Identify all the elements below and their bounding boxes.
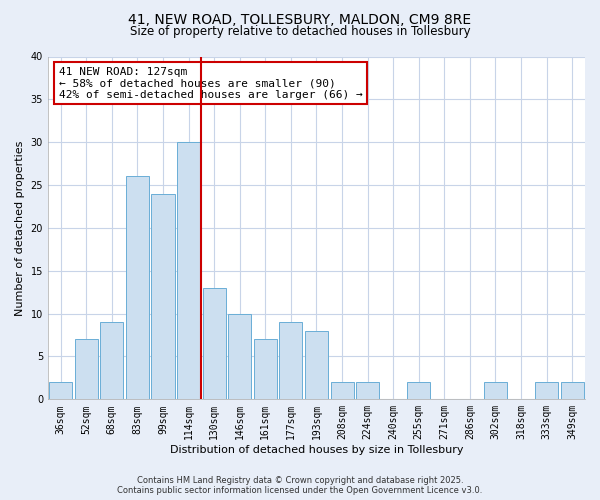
- Bar: [75, 340, 98, 400]
- Y-axis label: Number of detached properties: Number of detached properties: [15, 140, 25, 316]
- Bar: [407, 382, 430, 400]
- Bar: [356, 382, 379, 400]
- Bar: [484, 382, 507, 400]
- Bar: [49, 382, 72, 400]
- Bar: [177, 142, 200, 400]
- Bar: [331, 382, 353, 400]
- Bar: [151, 194, 175, 400]
- Bar: [203, 288, 226, 400]
- Text: 41, NEW ROAD, TOLLESBURY, MALDON, CM9 8RE: 41, NEW ROAD, TOLLESBURY, MALDON, CM9 8R…: [128, 12, 472, 26]
- Bar: [254, 340, 277, 400]
- Bar: [535, 382, 558, 400]
- X-axis label: Distribution of detached houses by size in Tollesbury: Distribution of detached houses by size …: [170, 445, 463, 455]
- Text: Size of property relative to detached houses in Tollesbury: Size of property relative to detached ho…: [130, 25, 470, 38]
- Bar: [100, 322, 124, 400]
- Bar: [305, 331, 328, 400]
- Text: Contains HM Land Registry data © Crown copyright and database right 2025.
Contai: Contains HM Land Registry data © Crown c…: [118, 476, 482, 495]
- Bar: [561, 382, 584, 400]
- Bar: [280, 322, 302, 400]
- Bar: [228, 314, 251, 400]
- Bar: [126, 176, 149, 400]
- Text: 41 NEW ROAD: 127sqm
← 58% of detached houses are smaller (90)
42% of semi-detach: 41 NEW ROAD: 127sqm ← 58% of detached ho…: [59, 67, 362, 100]
